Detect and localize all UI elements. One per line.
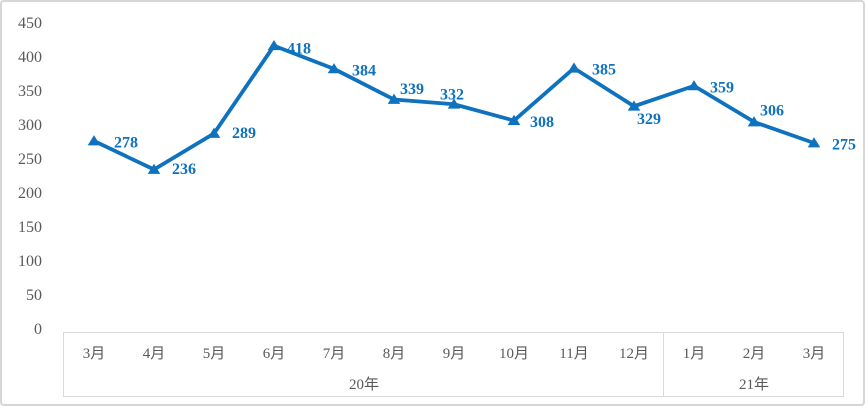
y-axis-tick-label: 150 [18,219,42,236]
data-point-label: 359 [710,79,734,96]
data-point-marker [507,114,521,125]
year-group-label: 20年 [348,377,379,393]
month-label: 6月 [262,346,286,362]
data-point-label: 278 [114,134,138,151]
month-label: 1月 [682,346,706,362]
y-axis-tick-label: 250 [18,151,42,168]
data-point-marker [147,163,161,174]
month-label: 10月 [498,346,529,362]
data-point-marker [267,39,281,51]
data-point-label: 418 [287,40,311,57]
data-point-marker [87,135,101,146]
month-label: 4月 [142,346,166,362]
month-label: 12月 [618,346,649,362]
data-point-label: 384 [352,62,376,79]
month-label: 3月 [82,346,106,362]
data-point-marker [627,100,641,111]
data-point-label: 306 [760,102,784,119]
year-group-divider [663,333,664,396]
data-point-label: 339 [400,81,424,98]
plot-area: 278 236 289 418 384 339 332 308 385 329 359 306 275 [87,39,856,178]
month-label: 11月 [559,346,589,362]
y-axis-tick-label: 350 [18,83,42,100]
data-point-marker [327,63,341,74]
data-point-marker [807,137,821,148]
data-point-marker [567,62,581,73]
category-axis-box: 3月 4月 5月 6月 7月 8月 9月 10月 11月 12月 1月 2月 3月 20年 21年 [63,332,844,397]
data-point-label: 236 [172,161,196,178]
data-point-marker [687,80,701,91]
y-axis-tick-label: 300 [18,117,42,134]
data-point-marker [207,127,221,138]
y-axis-tick-label: 450 [18,15,42,32]
data-point-label: 385 [592,62,616,79]
data-point-label: 329 [637,111,661,128]
data-point-label: 275 [832,137,856,154]
year-group-label: 21年 [738,377,769,393]
data-point-label: 289 [232,125,256,142]
series-line [93,43,815,172]
data-point-label: 308 [530,114,554,131]
month-label: 7月 [322,346,346,362]
y-axis-tick-label: 200 [18,185,42,202]
month-label: 5月 [202,346,226,362]
month-label: 2月 [742,346,766,362]
y-axis-tick-label: 50 [26,287,42,304]
y-axis-tick-label: 0 [34,321,42,338]
y-axis-tick-label: 100 [18,253,42,270]
data-point-marker [447,98,461,109]
month-label: 3月 [802,346,826,362]
y-axis-tick-label: 400 [18,49,42,66]
month-label: 8月 [382,346,406,362]
month-label: 9月 [442,346,466,362]
data-point-marker [387,93,401,104]
data-point-marker [747,116,761,127]
data-point-label: 332 [440,87,464,104]
